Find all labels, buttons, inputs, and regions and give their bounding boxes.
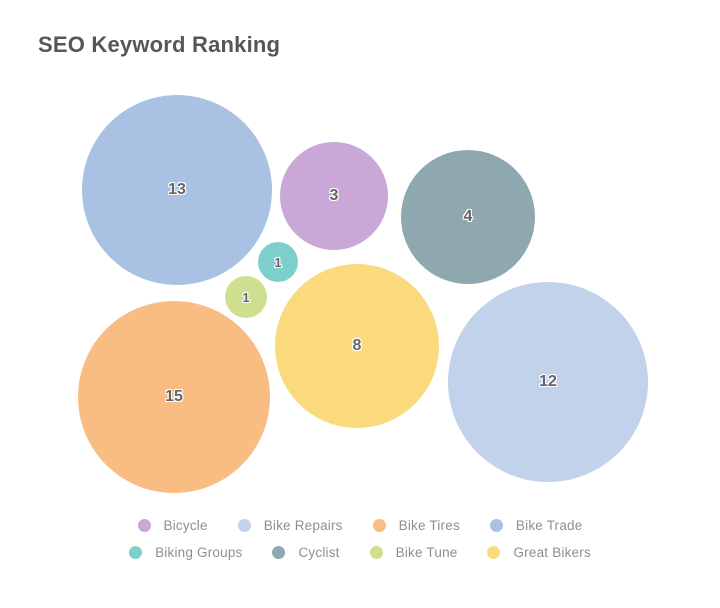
bubble-value-label: 12 [539,373,557,390]
bubble-value-label: 13 [168,181,186,198]
legend-label: Cyclist [298,545,340,560]
bubble-value-label: 8 [352,337,362,354]
legend-label: Bike Trade [515,518,583,533]
legend-dot-icon [369,546,383,559]
legend-dot-icon [137,519,151,532]
legend-item-great-bikers[interactable]: Great Bikers [487,545,591,560]
bubble-value-label: 4 [463,208,473,225]
legend-dot-icon [489,519,503,532]
legend-dot-icon [372,519,386,532]
bubble-value-label: 3 [329,187,339,204]
bubble-bicycle[interactable]: 3 [280,142,388,250]
chart-legend: Bicycle Bike Repairs Bike Tires Bike Trade B… [0,518,720,560]
legend-label: Bike Repairs [263,518,343,533]
bubble-value-label: 1 [242,289,250,305]
bubble-chart-plot-area: 13 3 4 1 1 15 8 12 [78,95,648,493]
legend-label: Biking Groups [155,545,243,560]
bubble-bike-tires[interactable]: 15 [78,301,270,493]
legend-label: Bicycle [163,518,208,533]
bubble-bike-tune[interactable]: 1 [225,276,267,318]
legend-item-bicycle[interactable]: Bicycle [137,518,208,533]
legend-dot-icon [272,546,286,559]
legend-label: Bike Tires [398,518,460,533]
legend-item-bike-tires[interactable]: Bike Tires [372,518,460,533]
legend-row-2: Biking Groups Cyclist Bike Tune Great Biker… [129,545,591,560]
chart-title: SEO Keyword Ranking [38,32,281,57]
bubble-value-label: 1 [274,254,282,270]
bubble-biking-groups[interactable]: 1 [258,242,298,282]
legend-item-bike-repairs[interactable]: Bike Repairs [237,518,343,533]
bubble-bike-repairs[interactable]: 12 [448,282,648,482]
legend-dot-icon [487,546,501,559]
legend-item-bike-tune[interactable]: Bike Tune [369,545,458,560]
legend-item-cyclist[interactable]: Cyclist [272,545,339,560]
bubble-great-bikers[interactable]: 8 [275,264,439,428]
legend-label: Great Bikers [513,545,591,560]
legend-dot-icon [237,519,251,532]
legend-row-1: Bicycle Bike Repairs Bike Tires Bike Trade [137,518,583,533]
legend-label: Bike Tune [395,545,458,560]
legend-item-bike-trade[interactable]: Bike Trade [489,518,583,533]
bubble-bike-trade[interactable]: 13 [82,95,272,285]
bubble-cyclist[interactable]: 4 [401,150,535,284]
bubble-value-label: 15 [165,388,183,405]
legend-dot-icon [129,546,143,559]
legend-item-biking-groups[interactable]: Biking Groups [129,545,242,560]
